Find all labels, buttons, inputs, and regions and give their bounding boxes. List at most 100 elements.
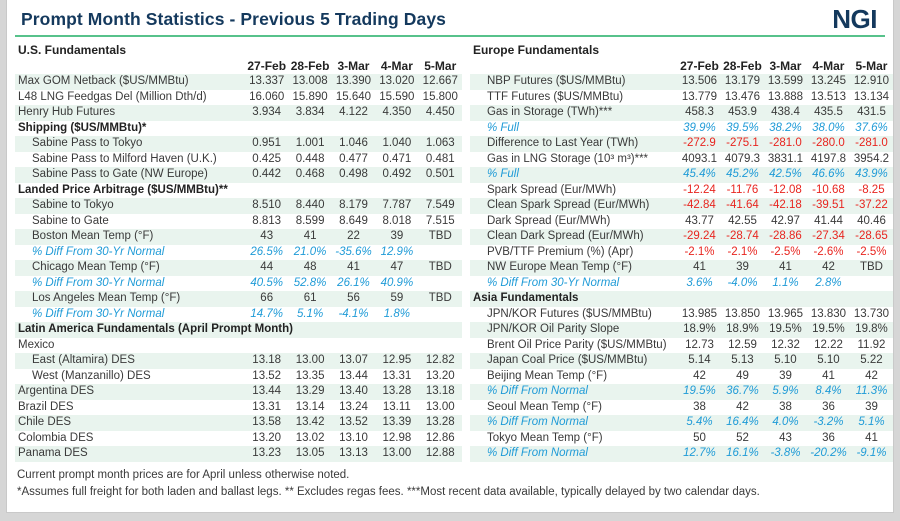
cell-value: 3.834 (295, 106, 325, 118)
cell-value: 5.1% (858, 416, 885, 428)
cell-value: 49 (736, 369, 749, 382)
cell-value: 43 (260, 230, 274, 242)
cell-value: -12.08 (769, 183, 802, 196)
cell-value: 8.510 (252, 199, 282, 211)
row-label: % Diff From 30-Yr Normal (32, 245, 165, 258)
row-label: Tokyo Mean Temp (°F) (486, 431, 603, 444)
cell-value: 5.13 (731, 354, 754, 366)
cell-value: 8.440 (295, 199, 325, 211)
cell-value: 50 (693, 431, 706, 444)
report-card: Prompt Month Statistics - Previous 5 Tra… (6, 0, 894, 513)
table-row: Henry Hub Futures 3.934 3.834 4.122 4.350 4.4… (15, 105, 462, 121)
date-column-header: 27-Feb (247, 58, 287, 73)
cell-value: -9.1% (856, 447, 887, 459)
cell-value: -4.0% (727, 276, 758, 289)
cell-value: 41 (303, 230, 317, 242)
table-row: Tokyo Mean Temp (°F) 50 52 43 36 41 (470, 431, 893, 447)
cell-value: 48 (303, 261, 317, 273)
row-label: PVB/TTF Premium (%) (Apr) (486, 245, 634, 258)
table-row: Chicago Mean Temp (°F) 44 48 41 47 TBD (15, 260, 462, 276)
date-column-header: 28-Feb (290, 58, 330, 73)
cell-value (419, 276, 462, 292)
cell-value: 13.179 (724, 75, 761, 87)
cell-value: 4.0% (772, 416, 799, 428)
cell-value: 14.7% (250, 307, 283, 320)
cell-value: -2.6% (813, 245, 844, 258)
cell-value: 12.22 (814, 338, 843, 351)
row-label: Sabine Pass to Tokyo (32, 137, 143, 149)
table-row: JPN/KOR Futures ($US/MMBtu) 13.985 13.850 1… (470, 307, 893, 323)
row-label: Chicago Mean Temp (°F) (32, 261, 160, 273)
cell-value: 13.18 (252, 354, 282, 366)
cell-value: 12.910 (853, 75, 890, 87)
cell-value: -28.65 (855, 230, 888, 242)
row-label: % Diff From 30-Yr Normal (32, 276, 165, 289)
table-row: Sabine to Tokyo 8.510 8.440 8.179 7.787 7.549 (15, 198, 462, 214)
cell-value: 41 (693, 261, 706, 273)
cell-value: 13.35 (295, 369, 325, 382)
row-label: NBP Futures ($US/MMBtu) (486, 75, 626, 87)
row-label: % Diff From 30-Yr Normal (486, 276, 620, 289)
table-row: Sabine Pass to Tokyo 0.951 1.001 1.046 1.040… (15, 136, 462, 152)
table-row: Colombia DES 13.20 13.02 13.10 12.98 12.86 (15, 431, 462, 447)
cell-value: 3.6% (686, 276, 713, 289)
cell-value: 453.9 (728, 106, 757, 118)
cell-value: 38 (779, 400, 792, 413)
cell-value: 46.6% (812, 168, 845, 180)
cell-value: 3.934 (252, 106, 282, 118)
cell-value: 1.063 (425, 137, 455, 149)
row-label: L48 LNG Feedgas Del (Million Dth/d) (18, 90, 207, 103)
cell-value: 12.667 (422, 75, 458, 87)
section-label: Asia Fundamentals (472, 292, 579, 304)
cell-value: 13.14 (295, 400, 325, 413)
section-label: Latin America Fundamentals (April Prompt… (18, 323, 293, 335)
table-row: PVB/TTF Premium (%) (Apr) -2.1% -2.1% -2.5%… (470, 245, 893, 261)
table-row: Argentina DES 13.44 13.29 13.40 13.28 13.18 (15, 384, 462, 400)
table-row: % Diff From Normal 12.7% 16.1% -3.8% -20.2% -… (469, 446, 893, 462)
cell-value: 15.640 (335, 90, 372, 103)
cell-value: -2.1% (727, 245, 758, 258)
us-dates-row: 27-Feb 28-Feb 3-Mar 4-Mar 5-Mar (15, 59, 462, 75)
cell-value: 42 (822, 261, 835, 273)
cell-value: 12.98 (382, 431, 412, 444)
row-label: West (Manzanillo) DES (32, 369, 151, 382)
cell-value: -3.2% (813, 416, 844, 428)
date-column-header: 3-Mar (769, 58, 802, 73)
cell-value: 22 (347, 230, 360, 242)
cell-value: 11.3% (855, 385, 888, 397)
cell-value: 66 (260, 292, 274, 304)
date-column-header: 5-Mar (855, 58, 888, 73)
row-label: % Diff From Normal (486, 416, 588, 428)
cell-value: 0.425 (252, 152, 282, 165)
cell-value: 13.20 (425, 369, 455, 382)
cell-value: 45.2% (726, 168, 759, 180)
table-row: Max GOM Netback ($US/MMBtu) 13.337 13.008 1… (15, 74, 462, 90)
cell-value: 13.31 (252, 400, 282, 413)
cell-value: 42.55 (728, 214, 757, 227)
cell-value: 438.4 (771, 106, 800, 118)
cell-value: 0.471 (382, 152, 412, 165)
table-row: % Full 39.9% 39.5% 38.2% 38.0% 37.6% (470, 121, 893, 137)
cell-value: 1.1% (772, 276, 799, 289)
cell-value: 13.985 (681, 307, 718, 320)
row-label: Sabine to Tokyo (32, 199, 114, 211)
cell-value: 40.9% (380, 276, 414, 289)
cell-value: -28.74 (726, 230, 759, 242)
cell-value: 12.32 (771, 338, 800, 351)
row-label: Clean Dark Spread (Eur/MWh) (486, 230, 644, 242)
date-column-header: 5-Mar (424, 58, 457, 73)
cell-value: 8.813 (252, 214, 282, 227)
cell-value: -10.68 (812, 183, 845, 196)
cell-value: 5.14 (688, 354, 711, 366)
cell-value: 5.9% (772, 385, 799, 397)
section-header-row: Asia Fundamentals (469, 291, 893, 307)
cell-value: 1.001 (295, 137, 325, 149)
cell-value: 7.787 (382, 199, 412, 211)
cell-value: 13.390 (335, 75, 372, 87)
cell-value: 15.590 (379, 90, 415, 103)
cell-value: 13.02 (295, 431, 325, 444)
cell-value: 19.8% (855, 323, 888, 335)
table-row: Spark Spread (Eur/MWh) -12.24 -11.76 -12.08… (470, 183, 893, 199)
cell-value: 39.9% (683, 121, 716, 134)
cell-value: 16.1% (726, 447, 759, 459)
